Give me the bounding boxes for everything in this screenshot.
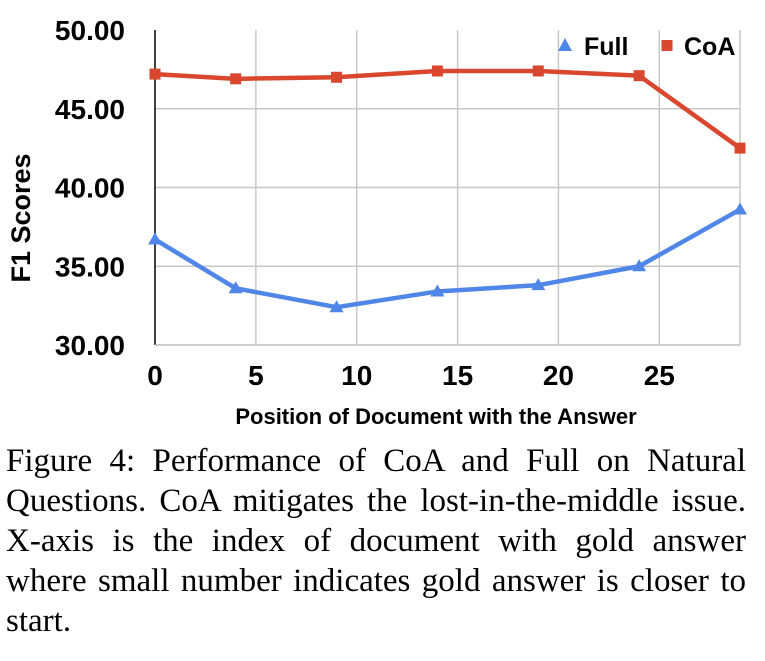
series-line-coa [154,68,742,150]
x-tick-label: 5 [248,360,264,391]
axes [154,30,740,346]
x-tick-label: 15 [442,360,473,391]
data-point-full [228,281,243,294]
y-tick-label: 35.00 [55,251,125,282]
x-axis-label: Position of Document with the Answer [235,404,637,429]
data-point-coa [331,71,343,83]
data-point-coa [734,142,746,154]
legend-label-full: Full [584,33,628,61]
tick-labels: 30.00 35.00 40.00 45.00 50.00 0 5 10 15 20 25 [55,15,675,391]
x-tick-label: 10 [341,360,372,391]
data-point-full [329,300,344,313]
data-point-coa [431,65,443,77]
y-tick-label: 45.00 [55,94,125,125]
legend-marker-full [558,38,572,51]
data-point-coa [230,73,242,85]
figure-caption: Figure 4: Performance of CoA and Full on… [6,443,746,639]
data-point-full [531,278,546,291]
x-tick-label: 25 [644,360,675,391]
data-point-full [632,259,647,272]
data-point-coa [633,70,645,82]
data-point-full [430,284,445,297]
y-tick-label: 40.00 [55,173,125,204]
legend-label-coa: CoA [684,33,735,61]
line-chart: 30.00 35.00 40.00 45.00 50.00 0 5 10 15 20 25 Posi… [6,15,747,429]
gridlines [155,30,741,346]
y-tick-label: 50.00 [55,15,125,46]
series-line-full [153,207,742,310]
legend-marker-coa [661,40,673,51]
y-axis-label: F1 Scores [6,153,36,282]
legend: Full CoA [558,33,735,61]
x-tick-label: 20 [543,360,574,391]
series-layer [148,65,747,313]
data-point-full [148,232,162,245]
data-point-coa [149,68,161,80]
data-point-coa [532,65,544,77]
data-point-full [733,202,747,215]
chart-svg: 30.00 35.00 40.00 45.00 50.00 0 5 10 15 20 25 Posi… [6,15,747,429]
y-tick-label: 30.00 [55,330,125,361]
x-tick-label: 0 [147,360,163,391]
